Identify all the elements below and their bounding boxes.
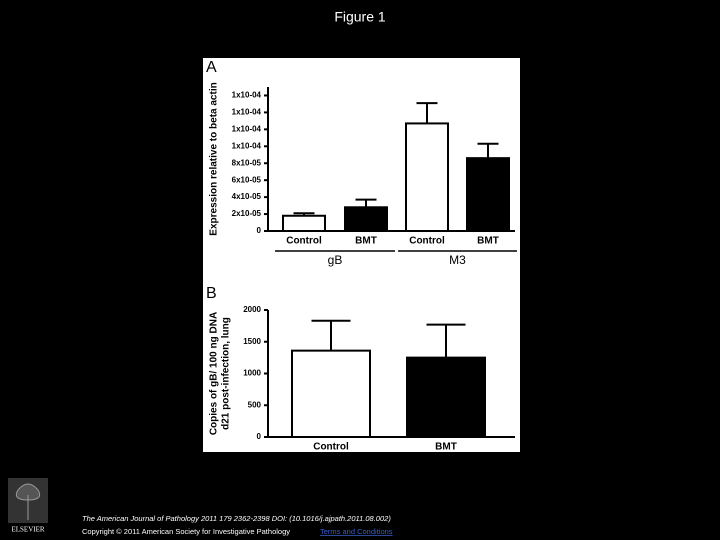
y-tick-label: 0: [257, 226, 262, 235]
citation: The American Journal of Pathology 2011 1…: [82, 514, 391, 523]
y-tick-label: 2x10-05: [232, 209, 262, 218]
panel-label: B: [206, 285, 217, 302]
y-axis-label: d21 post-infection, lung: [221, 317, 232, 430]
slide-title: Figure 1: [334, 9, 386, 25]
y-tick-label: 1x10-04: [232, 124, 262, 133]
x-tick-label: Control: [409, 236, 445, 247]
y-tick-label: 1x10-04: [232, 141, 262, 150]
y-tick-label: 1x10-04: [232, 108, 262, 117]
panel-label: A: [206, 59, 217, 76]
bar: [282, 214, 326, 233]
x-tick-label: BMT: [477, 236, 499, 247]
y-tick-label: 6x10-05: [232, 175, 262, 184]
x-tick-label: Control: [313, 442, 349, 453]
x-tick-label: BMT: [435, 442, 457, 453]
bar: [466, 157, 510, 232]
y-tick-label: 1500: [243, 337, 261, 346]
y-tick-label: 1x10-04: [232, 91, 262, 100]
y-axis-label: Copies of gB/ 100 ng DNA: [209, 312, 220, 435]
y-tick-label: 2000: [243, 305, 261, 314]
logo-text: ELSEVIER: [11, 526, 44, 534]
logo-tree-shape: [15, 483, 41, 520]
x-tick-label: BMT: [355, 236, 377, 247]
bar: [405, 122, 449, 232]
bar: [406, 356, 486, 438]
bar: [291, 349, 371, 439]
y-tick-label: 1000: [243, 369, 261, 378]
y-axis-label: Expression relative to beta actin: [209, 82, 220, 235]
y-tick-label: 0: [257, 432, 262, 441]
x-tick-label: Control: [286, 236, 322, 247]
y-tick-label: 500: [248, 400, 262, 409]
y-tick-label: 8x10-05: [232, 158, 262, 167]
y-tick-label: 4x10-05: [232, 192, 262, 201]
copyright: Copyright © 2011 American Society for In…: [82, 527, 290, 536]
terms-link[interactable]: Terms and Conditions: [320, 527, 393, 536]
bar: [344, 206, 388, 232]
logo: [8, 478, 48, 523]
group-label: gB: [328, 253, 343, 267]
group-label: M3: [449, 253, 466, 267]
